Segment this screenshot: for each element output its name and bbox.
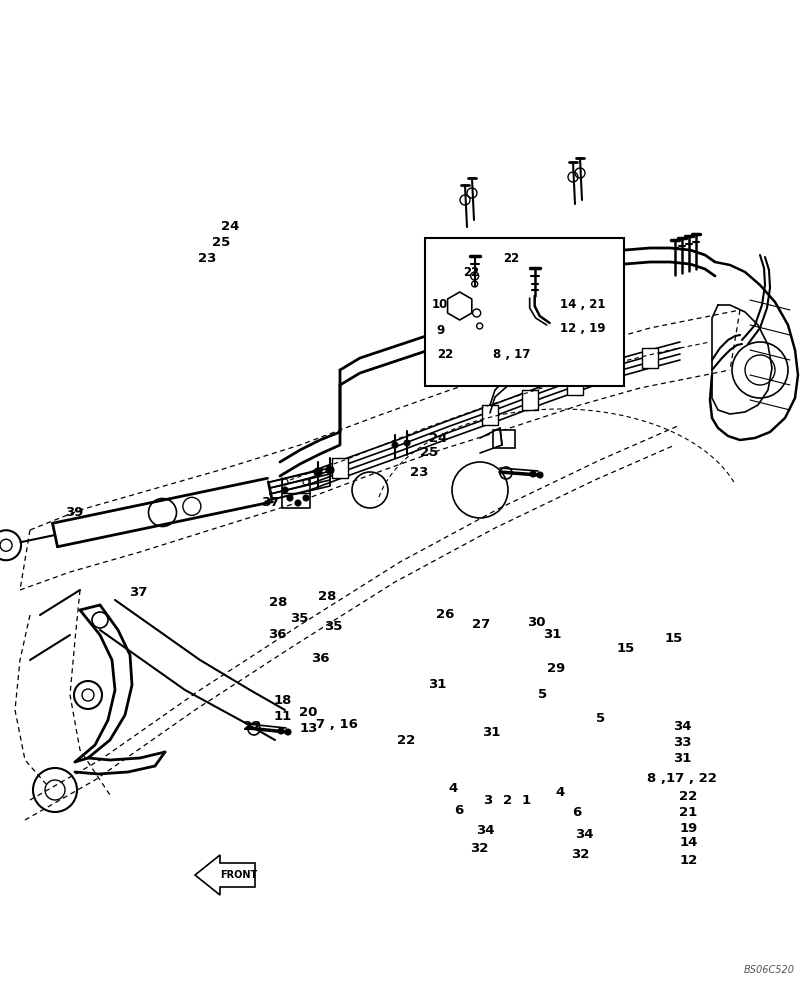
Circle shape <box>45 780 65 800</box>
Text: 13: 13 <box>299 722 317 734</box>
Text: 39: 39 <box>66 506 84 518</box>
Text: 23: 23 <box>410 466 427 479</box>
Circle shape <box>314 468 322 476</box>
Text: 28: 28 <box>318 589 336 602</box>
Text: 27: 27 <box>471 617 489 631</box>
Text: 5: 5 <box>595 712 605 724</box>
Text: 35: 35 <box>290 611 307 624</box>
Bar <box>482 405 497 425</box>
Text: 31: 31 <box>427 678 445 692</box>
Circle shape <box>536 472 543 478</box>
Text: 35: 35 <box>324 619 341 633</box>
Circle shape <box>286 495 293 501</box>
Text: 23: 23 <box>198 251 216 264</box>
Text: 31: 31 <box>672 752 690 764</box>
Text: BS06C520: BS06C520 <box>743 965 794 975</box>
Text: 11: 11 <box>273 710 291 722</box>
Text: 24: 24 <box>221 220 239 232</box>
Text: 22: 22 <box>503 251 519 264</box>
Text: 1: 1 <box>521 794 530 806</box>
Text: 12: 12 <box>679 854 697 866</box>
Text: 22: 22 <box>436 349 453 361</box>
Text: 14: 14 <box>679 836 697 850</box>
Circle shape <box>277 728 284 734</box>
Circle shape <box>285 729 290 735</box>
Text: 18: 18 <box>273 694 291 706</box>
Text: 6: 6 <box>453 804 463 816</box>
Text: 8 , 17: 8 , 17 <box>492 349 530 361</box>
Bar <box>566 375 582 395</box>
Text: 2: 2 <box>502 794 512 806</box>
Text: 8 ,17 , 22: 8 ,17 , 22 <box>646 772 716 784</box>
Bar <box>521 390 538 410</box>
Text: 32: 32 <box>571 848 589 861</box>
Text: 28: 28 <box>269 595 287 608</box>
Text: 34: 34 <box>575 828 593 842</box>
Text: 6: 6 <box>571 806 581 818</box>
Bar <box>332 458 348 478</box>
Text: 14 , 21: 14 , 21 <box>560 298 605 312</box>
Text: 34: 34 <box>672 720 690 732</box>
Text: 30: 30 <box>526 615 544 629</box>
Text: 37: 37 <box>261 496 279 510</box>
Bar <box>642 348 657 368</box>
Text: 15: 15 <box>664 632 682 645</box>
Text: 25: 25 <box>419 446 437 458</box>
Text: 19: 19 <box>679 822 697 834</box>
Circle shape <box>303 495 309 501</box>
Text: 20: 20 <box>299 706 317 718</box>
Text: 5: 5 <box>537 688 547 702</box>
Text: 22: 22 <box>242 720 260 732</box>
Text: 29: 29 <box>547 662 564 674</box>
Text: 32: 32 <box>470 842 487 854</box>
Circle shape <box>325 466 333 474</box>
Circle shape <box>404 440 410 446</box>
Bar <box>478 280 517 310</box>
Text: 7 , 16: 7 , 16 <box>315 718 358 730</box>
Text: 37: 37 <box>129 585 147 598</box>
Circle shape <box>392 442 397 448</box>
Bar <box>424 238 623 386</box>
Text: 22: 22 <box>462 265 478 278</box>
Text: 31: 31 <box>482 726 500 740</box>
Text: 36: 36 <box>311 652 329 664</box>
Text: 34: 34 <box>476 824 494 836</box>
Circle shape <box>294 500 301 506</box>
Text: 9: 9 <box>436 324 444 336</box>
Text: 25: 25 <box>212 235 230 248</box>
Text: 36: 36 <box>268 629 286 642</box>
Polygon shape <box>195 855 255 895</box>
Text: 12 , 19: 12 , 19 <box>560 322 605 334</box>
Text: 10: 10 <box>431 298 448 312</box>
Text: 4: 4 <box>555 786 564 800</box>
Text: 22: 22 <box>397 734 414 746</box>
Text: 3: 3 <box>482 794 491 806</box>
Text: 33: 33 <box>672 736 690 748</box>
Text: 4: 4 <box>448 782 457 794</box>
Text: FRONT: FRONT <box>220 870 257 880</box>
Text: 24: 24 <box>429 432 447 444</box>
Text: 26: 26 <box>436 607 453 620</box>
Circle shape <box>281 487 288 493</box>
Text: 31: 31 <box>543 628 560 641</box>
Bar <box>492 430 514 448</box>
Text: 21: 21 <box>679 806 697 818</box>
Text: 15: 15 <box>616 642 633 654</box>
Text: 22: 22 <box>679 790 697 802</box>
Circle shape <box>530 471 535 477</box>
